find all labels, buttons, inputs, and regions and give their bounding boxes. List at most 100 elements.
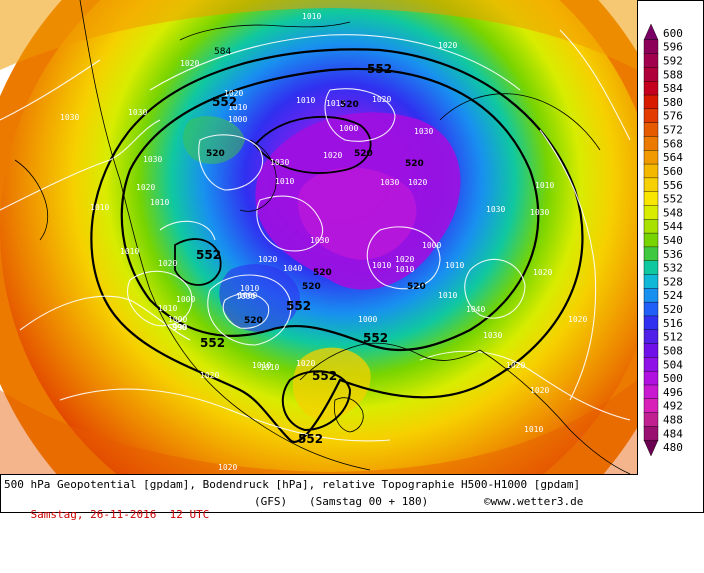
geopotential-label: 520 [313, 268, 332, 278]
geopotential-label: 552 [212, 95, 237, 109]
legend-swatch [643, 398, 659, 414]
geopotential-label: 520 [302, 282, 321, 292]
isobar-label: 1020 [218, 463, 237, 472]
legend-label: 516 [663, 317, 683, 330]
legend-swatch [643, 122, 659, 138]
isobar-label: 1020 [200, 371, 219, 380]
geopotential-label: 552 [363, 331, 388, 345]
isobar-label: 1000 [236, 292, 255, 301]
legend-swatch [643, 191, 659, 207]
legend-label: 504 [663, 358, 683, 371]
warm-band-south [0, 380, 637, 474]
isobar-label-group: 1010 1020 1020 1030 1020 1010 1000 1010 … [60, 12, 587, 472]
isobar-label: 1030 [270, 158, 289, 167]
isobar-label: 1010 [90, 203, 109, 212]
legend-swatch [643, 39, 659, 55]
caption-parameters: 500 hPa Geopotential [gpdam], Bodendruck… [4, 478, 581, 491]
map-canvas: 1010 1020 1020 1030 1020 1010 1000 1010 … [0, 0, 637, 474]
legend-swatch [643, 94, 659, 110]
legend-label: 564 [663, 151, 683, 164]
coastlines [14, 0, 631, 474]
isobar-label: 990 [172, 323, 187, 332]
legend-swatch [643, 343, 659, 359]
isobar-label: 1020 [395, 255, 414, 264]
legend-label: 488 [663, 413, 683, 426]
legend-label: 560 [663, 165, 683, 178]
isobar-label: 1020 [136, 183, 155, 192]
legend-swatch [643, 288, 659, 303]
legend-swatch [643, 219, 659, 234]
legend-swatch [643, 67, 659, 82]
legend-swatch [643, 205, 659, 220]
legend-swatch [643, 315, 659, 331]
legend-swatch [643, 357, 659, 372]
caption-date: Samstag, 26-11-2016 12 UTC [30, 508, 210, 521]
isobar-label: 1030 [414, 127, 433, 136]
isobar-label: 1000 [176, 295, 195, 304]
legend-label: 524 [663, 289, 683, 302]
legend-label: 572 [663, 124, 683, 137]
warm-band-north [0, 0, 637, 70]
caption-run: (Samstag 00 + 180) [309, 495, 429, 508]
isobar-label: 1010 [228, 103, 247, 112]
isobar-label: 1020 [296, 359, 315, 368]
legend-swatch [643, 329, 659, 345]
geopotential-label: 552 [200, 336, 225, 350]
geopotential-label: 552 [298, 432, 323, 446]
legend-swatch [643, 150, 659, 165]
isobar-label: 1000 [358, 315, 377, 324]
isobar-label: 1020 [533, 268, 552, 277]
isobar-label: 1000 [422, 241, 441, 250]
legend-swatch [643, 412, 659, 428]
legend-swatch [643, 177, 659, 193]
isobar-label: 1020 [180, 59, 199, 68]
geopotential-label: 520 [354, 149, 373, 159]
legend-label: 540 [663, 234, 683, 247]
isobar-label: 1020 [323, 151, 342, 160]
isobar-label: 1030 [483, 331, 502, 340]
legend-swatch [643, 384, 659, 400]
legend-label: 536 [663, 248, 683, 261]
geopotential-label: 552 [286, 299, 311, 313]
legend-label: 588 [663, 68, 683, 81]
legend-label: 552 [663, 193, 683, 206]
isobar-label: 1030 [128, 108, 147, 117]
legend-label: 480 [663, 441, 683, 454]
legend-swatch [643, 108, 659, 124]
isobar-label: 1030 [530, 208, 549, 217]
legend-swatch [643, 163, 659, 179]
legend-swatch [643, 301, 659, 317]
isobar-label: 990 [173, 323, 188, 332]
weather-map: 1010 1020 1020 1030 1020 1010 1000 1010 … [0, 0, 638, 475]
isobar-label: 1000 [238, 291, 257, 300]
isobar-label: 1010 [260, 363, 279, 372]
isobar-label: 1010 [302, 12, 321, 21]
isobar-label: 1020 [372, 95, 391, 104]
isobar-label: 1020 [224, 89, 243, 98]
isobar-label: 1010 [326, 99, 345, 108]
isobar-label: 1020 [506, 361, 525, 370]
isobar-label: 1010 [535, 181, 554, 190]
isobar-label: 1020 [438, 41, 457, 50]
legend-swatch [643, 53, 659, 69]
legend-bar: 6005965925885845805765725685645605565525… [643, 23, 683, 457]
legend-swatch [643, 81, 659, 96]
isobar-label: 1000 [168, 315, 187, 324]
isobar-label: 1020 [408, 178, 427, 187]
isobar-label: 1010 [445, 261, 464, 270]
legend-label: 500 [663, 372, 683, 385]
geopotential-label: 520 [244, 316, 263, 326]
legend-label: 576 [663, 110, 683, 123]
isobar-label: 1030 [60, 113, 79, 122]
geopotential-label: 520 [405, 159, 424, 169]
legend-label: 492 [663, 400, 683, 413]
cold-core-inner [298, 167, 417, 260]
legend-swatch [643, 23, 659, 41]
legend-swatch [643, 439, 659, 457]
legend-label: 580 [663, 96, 683, 109]
isobar-label: 1030 [380, 178, 399, 187]
isobar-label: 1000 [228, 115, 247, 124]
legend-swatch [643, 246, 659, 262]
legend-label: 520 [663, 303, 683, 316]
legend-label: 528 [663, 275, 683, 288]
